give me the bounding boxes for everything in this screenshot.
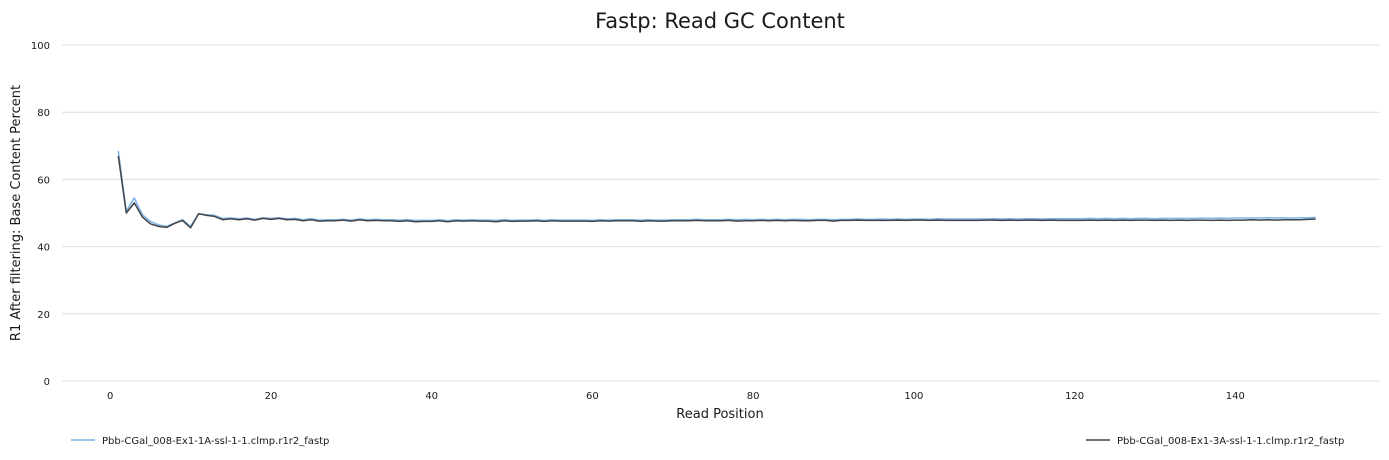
- x-tick-label: 100: [904, 391, 923, 402]
- y-axis-ticks: 0 20 40 60 80 100: [31, 41, 50, 388]
- y-axis-label: R1 After filtering: Base Content Percent: [9, 85, 24, 341]
- x-tick-label: 120: [1065, 391, 1084, 402]
- x-tick-label: 140: [1226, 391, 1245, 402]
- x-axis-ticks: 0 20 40 60 80 100 120 140: [107, 391, 1245, 402]
- x-tick-label: 0: [107, 391, 113, 402]
- y-tick-label: 100: [31, 41, 50, 52]
- series-line-2: [117, 155, 1316, 229]
- x-tick-label: 80: [747, 391, 760, 402]
- y-tick-label: 60: [37, 175, 50, 186]
- x-tick-label: 20: [265, 391, 278, 402]
- series-line-1: [117, 150, 1316, 228]
- y-tick-label: 0: [44, 377, 50, 388]
- legend: Pbb-CGal_008-Ex1-1A-ssl-1-1.clmp.r1r2_fa…: [71, 436, 1344, 447]
- legend-label-2: Pbb-CGal_008-Ex1-3A-ssl-1-1.clmp.r1r2_fa…: [1117, 436, 1344, 447]
- chart-title: Fastp: Read GC Content: [595, 9, 845, 33]
- legend-label-1: Pbb-CGal_008-Ex1-1A-ssl-1-1.clmp.r1r2_fa…: [102, 436, 329, 447]
- y-tick-label: 40: [37, 243, 50, 254]
- grid-lines: [62, 44, 1380, 382]
- series-lines: [117, 150, 1316, 229]
- x-axis-label: Read Position: [676, 407, 763, 422]
- y-tick-label: 80: [37, 108, 50, 119]
- x-tick-label: 60: [586, 391, 599, 402]
- y-tick-label: 20: [37, 310, 50, 321]
- x-tick-label: 40: [425, 391, 438, 402]
